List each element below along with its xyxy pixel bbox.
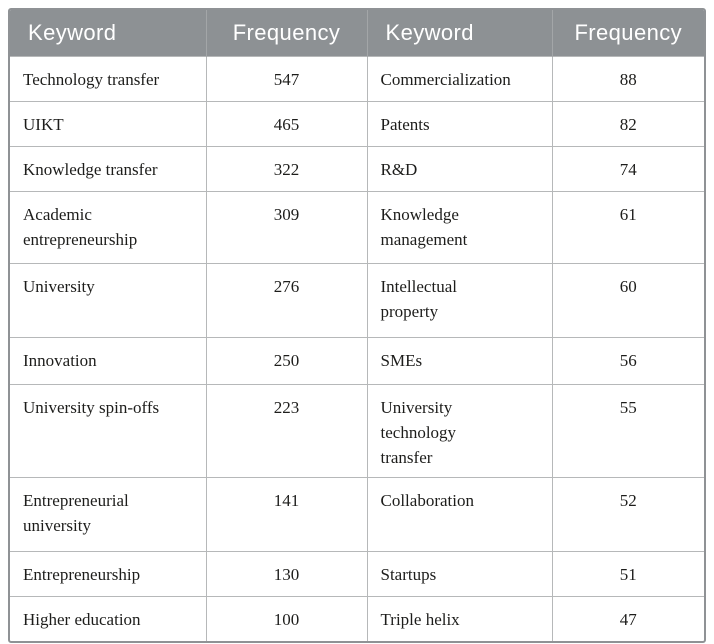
header-keyword-right: Keyword (366, 10, 552, 57)
keyword-cell-right: Knowledge management (366, 191, 552, 264)
frequency-cell-left: 100 (205, 596, 367, 641)
frequency-cell-right: 61 (551, 191, 704, 264)
frequency-cell-left: 223 (205, 384, 367, 478)
table-row: University spin-offs 223 University techno… (10, 384, 704, 478)
keyword-cell-left: Entrepreneurship (10, 551, 206, 597)
keyword-cell-left: Higher education (10, 596, 206, 641)
table-header: Keyword Frequency Keyword Frequency (10, 10, 704, 57)
frequency-cell-right: 56 (551, 337, 704, 385)
keyword-cell-left: Entrepreneurial university (10, 477, 206, 552)
table-row: University 276 Intellectual property 60 (10, 263, 704, 338)
keyword-cell-right: University technology transfer (366, 384, 552, 478)
table-row: Entrepreneurial university 141 Collaborati… (10, 477, 704, 552)
table-body: Technology transfer 547 Commercialization 8… (10, 56, 704, 641)
table-row: Academic entrepreneurship 309 Knowledge ma… (10, 191, 704, 264)
frequency-cell-right: 55 (551, 384, 704, 478)
keyword-cell-right: Startups (366, 551, 552, 597)
table-row: Technology transfer 547 Commercialization 8… (10, 56, 704, 102)
table-row: Knowledge transfer 322 R&D 74 (10, 146, 704, 192)
keyword-cell-right: SMEs (366, 337, 552, 385)
keyword-cell-left: UIKT (10, 101, 206, 147)
frequency-cell-left: 322 (205, 146, 367, 192)
keyword-cell-right: Triple helix (366, 596, 552, 641)
keyword-cell-right: Commercialization (366, 56, 552, 102)
table-row: Higher education 100 Triple helix 47 (10, 596, 704, 641)
keyword-frequency-table: Keyword Frequency Keyword Frequency Tech… (8, 8, 706, 643)
frequency-cell-left: 130 (205, 551, 367, 597)
keyword-cell-left: Academic entrepreneurship (10, 191, 206, 264)
table-row: Entrepreneurship 130 Startups 51 (10, 551, 704, 597)
keyword-cell-left: University (10, 263, 206, 338)
frequency-cell-right: 52 (551, 477, 704, 552)
keyword-cell-right: Collaboration (366, 477, 552, 552)
keyword-cell-right: Intellectual property (366, 263, 552, 338)
frequency-cell-right: 88 (551, 56, 704, 102)
frequency-cell-left: 465 (205, 101, 367, 147)
table-row: UIKT 465 Patents 82 (10, 101, 704, 147)
keyword-cell-right: R&D (366, 146, 552, 192)
frequency-cell-left: 250 (205, 337, 367, 385)
keyword-cell-right: Patents (366, 101, 552, 147)
keyword-cell-left: University spin-offs (10, 384, 206, 478)
header-frequency-right: Frequency (551, 10, 704, 57)
header-row: Keyword Frequency Keyword Frequency (10, 10, 704, 57)
frequency-cell-left: 141 (205, 477, 367, 552)
keyword-cell-left: Technology transfer (10, 56, 206, 102)
frequency-cell-left: 547 (205, 56, 367, 102)
table-row: Innovation 250 SMEs 56 (10, 337, 704, 385)
header-frequency-left: Frequency (205, 10, 367, 57)
frequency-cell-right: 47 (551, 596, 704, 641)
frequency-cell-right: 60 (551, 263, 704, 338)
keyword-cell-left: Innovation (10, 337, 206, 385)
header-keyword-left: Keyword (10, 10, 206, 57)
keyword-cell-left: Knowledge transfer (10, 146, 206, 192)
table: Keyword Frequency Keyword Frequency Tech… (10, 10, 704, 641)
frequency-cell-right: 51 (551, 551, 704, 597)
frequency-cell-right: 82 (551, 101, 704, 147)
frequency-cell-left: 276 (205, 263, 367, 338)
frequency-cell-left: 309 (205, 191, 367, 264)
frequency-cell-right: 74 (551, 146, 704, 192)
